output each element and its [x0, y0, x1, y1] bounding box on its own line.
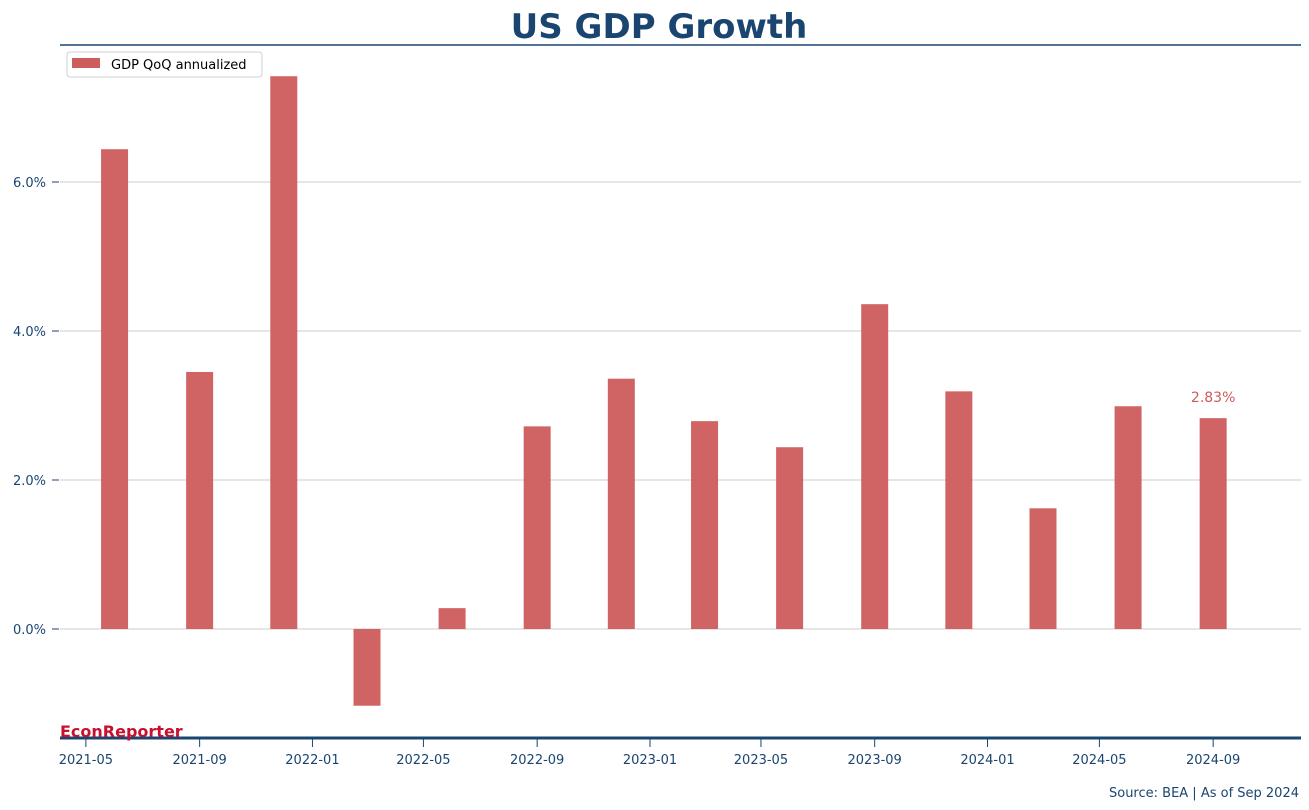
x-tick-label: 2021-09 — [172, 753, 226, 768]
y-tick-label: 0.0% — [13, 623, 46, 638]
source-note: Source: BEA | As of Sep 2024 — [1109, 786, 1299, 801]
legend-label: GDP QoQ annualized — [111, 58, 247, 73]
bar — [607, 378, 635, 629]
bar — [945, 391, 973, 629]
x-tick-label: 2024-05 — [1072, 753, 1126, 768]
bar — [776, 447, 804, 629]
bar — [353, 629, 381, 706]
x-tick-label: 2024-09 — [1186, 753, 1240, 768]
bar — [438, 608, 466, 629]
bar — [1114, 406, 1142, 629]
x-tick-label: 2022-05 — [396, 753, 450, 768]
bar — [270, 76, 298, 629]
x-tick-label: 2023-05 — [734, 753, 788, 768]
x-axis: 2021-05 2021-09 2022-01 2022-05 2022-09 2023-… — [59, 739, 1240, 768]
y-axis: 0.0% 2.0% 4.0% 6.0% — [13, 176, 59, 638]
bar — [101, 149, 129, 629]
bars — [101, 76, 1227, 706]
legend-swatch — [72, 58, 100, 68]
annotations: 2.83% — [1191, 390, 1235, 406]
y-tick-label: 4.0% — [13, 325, 46, 340]
grid-lines — [60, 181, 1301, 630]
x-tick-label: 2021-05 — [59, 753, 113, 768]
bar — [691, 421, 719, 629]
x-tick-label: 2023-01 — [623, 753, 677, 768]
data-label: 2.83% — [1191, 390, 1235, 406]
x-tick-label: 2022-09 — [510, 753, 564, 768]
y-tick-label: 2.0% — [13, 474, 46, 489]
bar — [1199, 418, 1227, 629]
legend-box — [66, 51, 263, 78]
chart-title: US GDP Growth — [511, 7, 808, 47]
x-tick-label: 2023-09 — [848, 753, 902, 768]
bar — [861, 304, 889, 629]
bar — [523, 426, 551, 629]
brand-label: EconReporter — [60, 722, 183, 741]
x-tick-label: 2022-01 — [285, 753, 339, 768]
bar — [186, 371, 214, 629]
x-tick-label: 2024-01 — [960, 753, 1014, 768]
bar — [1029, 508, 1057, 629]
legend: GDP QoQ annualized — [66, 51, 263, 78]
y-tick-label: 6.0% — [13, 176, 46, 191]
